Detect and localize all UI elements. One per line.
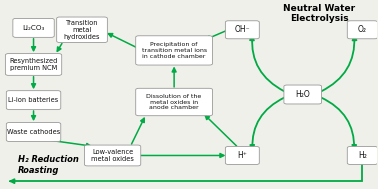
Text: OH⁻: OH⁻	[234, 25, 250, 34]
FancyBboxPatch shape	[84, 145, 141, 166]
FancyBboxPatch shape	[136, 36, 212, 65]
Text: Precipitation of
transition metal ions
in cathode chamber: Precipitation of transition metal ions i…	[141, 42, 207, 59]
Text: Resynthesized
premium NCM: Resynthesized premium NCM	[9, 58, 58, 71]
Text: Li₂CO₃: Li₂CO₃	[22, 25, 45, 31]
Text: H₂O: H₂O	[295, 90, 310, 99]
FancyBboxPatch shape	[6, 122, 61, 142]
FancyBboxPatch shape	[347, 146, 378, 164]
Text: Li-ion batteries: Li-ion batteries	[8, 97, 59, 103]
FancyBboxPatch shape	[347, 21, 378, 39]
FancyBboxPatch shape	[225, 21, 259, 39]
Text: H₂ Reduction
Roasting: H₂ Reduction Roasting	[17, 156, 78, 175]
FancyBboxPatch shape	[136, 88, 212, 116]
Text: Dissolution of the
metal oxides in
anode chamber: Dissolution of the metal oxides in anode…	[147, 94, 202, 110]
FancyBboxPatch shape	[284, 85, 322, 104]
FancyBboxPatch shape	[57, 17, 107, 43]
Text: Neutral Water
Electrolysis: Neutral Water Electrolysis	[284, 4, 356, 23]
Text: H₂: H₂	[358, 151, 367, 160]
Text: O₂: O₂	[358, 25, 367, 34]
Text: Waste cathodes: Waste cathodes	[7, 129, 60, 135]
Text: Transition
metal
hydroxides: Transition metal hydroxides	[64, 20, 100, 40]
FancyBboxPatch shape	[5, 54, 62, 75]
Text: Low-valence
metal oxides: Low-valence metal oxides	[91, 149, 134, 162]
FancyBboxPatch shape	[6, 91, 61, 110]
Text: H⁺: H⁺	[237, 151, 247, 160]
FancyBboxPatch shape	[13, 18, 54, 37]
FancyBboxPatch shape	[225, 146, 259, 164]
